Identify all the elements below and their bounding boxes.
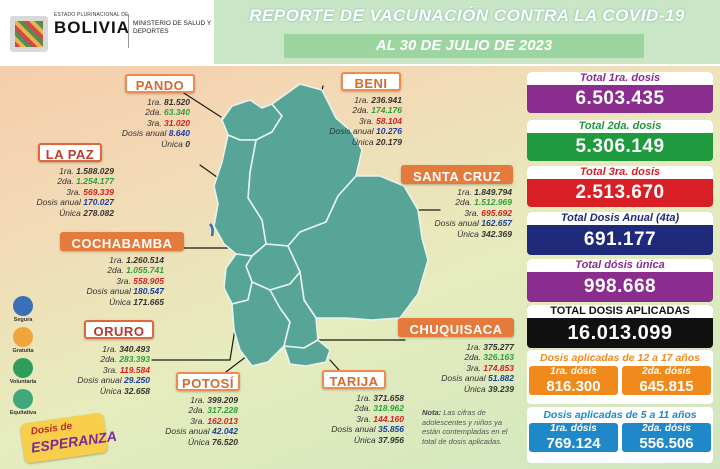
logo-small-text: ESTADO PLURINACIONAL DE [54, 12, 129, 18]
shield-icon [13, 296, 33, 316]
label-la-paz: LA PAZ [38, 143, 102, 162]
header: ESTADO PLURINACIONAL DE BOLIVIA MINISTER… [0, 0, 720, 66]
stats-cochabamba: 1ra. 1.260.514 2da. 1.055.741 3ra. 558.9… [86, 255, 164, 307]
label-tarija: TARIJA [322, 370, 386, 389]
region-santacruz [287, 175, 429, 321]
hand-icon [13, 358, 33, 378]
region-tarija [283, 339, 331, 367]
logo-bolivia-text: BOLIVIA [54, 18, 130, 37]
label-beni: BENI [341, 72, 401, 91]
age-12-17-panel: Dosis aplicadas de 12 a 17 años 1ra. dós… [527, 350, 713, 404]
total-anual: Total Dosis Anual (4ta) 691.177 [527, 212, 713, 255]
total-aplicadas: TOTAL DOSIS APLICADAS 16.013.099 [527, 305, 713, 348]
stats-oruro: 1ra. 340.493 2da. 283.393 3ra. 119.584 D… [77, 344, 150, 396]
ministry-name: MINISTERIO DE SALUD Y DEPORTES [133, 20, 212, 35]
logo-divider [128, 14, 129, 48]
stats-potosi: 1ra. 399.209 2da. 317.228 3ra. 162.013 D… [165, 395, 238, 447]
page-title: REPORTE DE VACUNACIÓN CONTRA LA COVID-19 [249, 6, 685, 25]
label-pando: PANDO [125, 74, 195, 93]
stats-chuquisaca: 1ra. 375.277 2da. 326.163 3ra. 174.853 D… [441, 342, 514, 394]
label-cochabamba: COCHABAMBA [60, 232, 184, 251]
age-12-17-first: 1ra. dósis 816.300 [529, 366, 618, 395]
total-2da: Total 2da. dosis 5.306.149 [527, 120, 713, 161]
coin-icon [13, 327, 33, 347]
pando-d1: 81.520 [164, 97, 190, 107]
age-5-11-panel: Dosis aplicadas de 5 a 11 años 1ra. dósi… [527, 407, 713, 463]
stats-santa-cruz: 1ra. 1.849.794 2da. 1.512.969 3ra. 695.6… [434, 187, 512, 239]
lake-titicaca [209, 223, 214, 237]
stats-pando: 1ra. 81.520 2da. 63.340 3ra. 31.020 Dosi… [121, 97, 190, 149]
total-1ra: Total 1ra. dosis 6.503.435 [527, 72, 713, 113]
label-santa-cruz: SANTA CRUZ [401, 165, 513, 184]
coat-of-arms-icon [10, 16, 48, 52]
bolivia-logo: ESTADO PLURINACIONAL DE BOLIVIA MINISTER… [6, 6, 211, 58]
title-banner: REPORTE DE VACUNACIÓN CONTRA LA COVID-19… [214, 0, 720, 64]
region-oruro [223, 253, 253, 305]
label-oruro: ORURO [84, 320, 154, 339]
pando-unica: 0 [185, 138, 190, 149]
label-potosi: POTOSÍ [176, 372, 240, 391]
label-chuquisaca: CHUQUISACA [398, 318, 514, 337]
note-text: Nota: Las cifras de adolescentes y niños… [422, 408, 508, 446]
pando-d2: 63.340 [164, 107, 190, 118]
total-unica: Total dósis única 998.668 [527, 259, 713, 302]
report-date: AL 30 DE JULIO DE 2023 [284, 34, 644, 58]
balance-scale-icon [13, 389, 33, 409]
pando-anual: 8.640 [168, 128, 190, 139]
age-5-11-second: 2da. dósis 556.506 [622, 423, 711, 452]
stats-la-paz: 1ra. 1.588.029 2da. 1.254.177 3ra. 569.3… [36, 166, 114, 218]
stats-beni: 1ra. 236.941 2da. 174.176 3ra. 58.104 Do… [329, 95, 402, 147]
total-3ra: Total 3ra. dosis 2.513.670 [527, 166, 713, 207]
value-icons: Segura Gratuita Voluntaria Equitativa [8, 296, 38, 420]
pando-d3: 31.020 [164, 117, 190, 128]
age-12-17-second: 2da. dósis 645.815 [622, 366, 711, 395]
stats-tarija: 1ra. 371.658 2da. 318.962 3ra. 144.160 D… [331, 393, 404, 445]
age-5-11-first: 1ra. dósis 769.124 [529, 423, 618, 452]
